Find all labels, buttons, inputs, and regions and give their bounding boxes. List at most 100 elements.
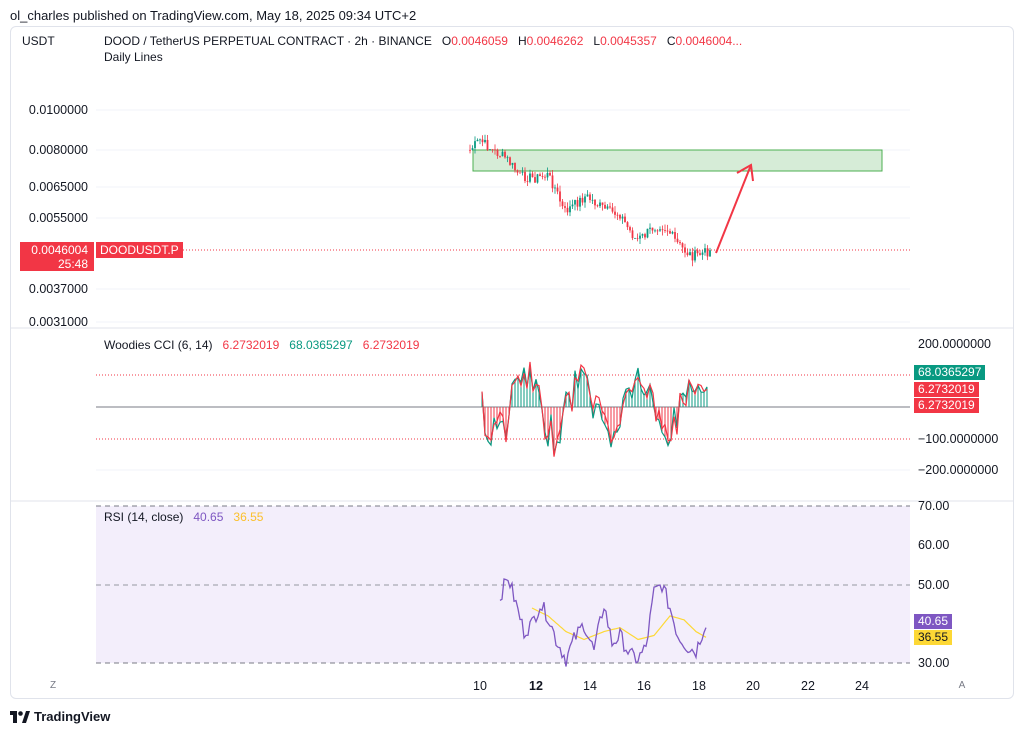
rsi-value-tag: 40.65 (914, 614, 953, 629)
candle-body (646, 228, 649, 238)
cci-axis-label: −100.0000000 (918, 432, 999, 446)
candle-body (591, 199, 594, 201)
time-axis-label: 14 (583, 679, 597, 693)
cci-legend-value-1: 6.2732019 (222, 338, 280, 352)
open-label: O (441, 34, 452, 48)
candle-body (621, 216, 624, 219)
cci-legend-value-2: 68.0365297 (289, 338, 353, 352)
candle-body (516, 170, 519, 173)
candle-body (641, 234, 644, 236)
low-label: L (593, 34, 601, 48)
rsi-ma-value-tag: 36.55 (914, 630, 953, 645)
candle-body (696, 250, 699, 254)
candle-body (659, 229, 661, 231)
time-axis-label: 24 (855, 679, 869, 693)
candlestick-series (469, 134, 711, 267)
high-value: 0.0046262 (526, 34, 584, 48)
candle-body (704, 248, 706, 253)
candle-body (489, 149, 491, 151)
candle-body (574, 200, 576, 205)
candle-body (596, 205, 599, 207)
candle-body (559, 191, 561, 202)
published-info: ol_charles published on TradingView.com,… (10, 8, 417, 23)
candle-body (556, 187, 559, 192)
rsi-legend[interactable]: RSI (14, close) 40.65 36.55 (104, 510, 263, 524)
candle-body (611, 207, 614, 212)
candle-body (681, 243, 684, 248)
candle-body (534, 177, 536, 183)
candle-body (561, 201, 564, 207)
cci-value-tag: 68.0365297 (914, 365, 986, 380)
candle-body (694, 250, 696, 261)
cci-axis-label: −200.0000000 (918, 463, 999, 477)
price-axis-label: 0.0080000 (28, 143, 88, 157)
rsi-legend-value: 40.65 (193, 510, 224, 524)
candle-body (541, 176, 544, 177)
candle-body (604, 204, 606, 209)
candle-body (514, 162, 516, 171)
candle-body (616, 214, 619, 216)
candle-body (569, 206, 571, 213)
candle-body (504, 151, 506, 158)
candle-body (471, 148, 474, 150)
candle-body (639, 235, 641, 239)
candle-body (624, 216, 626, 223)
symbol-legend[interactable]: DOOD / TetherUS PERPETUAL CONTRACT · 2h … (104, 34, 742, 48)
daily-lines-indicator[interactable]: Daily Lines (104, 50, 163, 64)
rsi-legend-name: RSI (14, close) (104, 510, 184, 524)
candle-body (566, 207, 569, 213)
price-axis-label: 0.0031000 (28, 315, 88, 329)
projection-arrow[interactable] (715, 163, 754, 254)
target-zone-rect[interactable] (472, 149, 883, 172)
candle-body (539, 174, 541, 177)
auto-scale-button[interactable]: A (958, 680, 966, 691)
candle-body (631, 230, 634, 239)
candle-body (606, 206, 609, 209)
candle-body (671, 231, 674, 234)
candle-body (546, 172, 549, 178)
time-axis-label: 10 (473, 679, 487, 693)
close-label: C (666, 34, 676, 48)
candle-body (536, 174, 539, 183)
candle-body (576, 200, 579, 207)
candle-body (644, 234, 646, 238)
tradingview-logo: TradingView (10, 709, 110, 724)
candle-body (506, 157, 509, 159)
candle-body (476, 139, 479, 142)
candle-body (676, 238, 679, 243)
candle-body (526, 181, 529, 182)
high-label: H (517, 34, 527, 48)
time-axis-label: 12 (529, 679, 543, 693)
rsi-axis-label: 30.00 (918, 656, 950, 670)
candle-body (651, 227, 654, 231)
current-price-value: 0.0046004 (31, 243, 88, 257)
candle-body (529, 173, 531, 182)
candle-body (691, 252, 694, 261)
candle-body (654, 230, 656, 232)
candle-body (666, 230, 669, 232)
rsi-axis-label: 50.00 (918, 578, 950, 592)
candle-body (609, 206, 611, 208)
cci-legend[interactable]: Woodies CCI (6, 14) 6.2732019 68.0365297… (104, 338, 419, 352)
candle-body (491, 149, 494, 151)
candle-body (494, 149, 496, 151)
candle-body (509, 157, 511, 165)
symbol-title: DOOD / TetherUS PERPETUAL CONTRACT · 2h … (104, 34, 432, 48)
candle-body (581, 197, 584, 203)
candle-body (706, 248, 709, 257)
candle-body (486, 139, 489, 151)
candle-body (499, 155, 501, 157)
symbol-tag[interactable]: DOODUSDT.P (96, 242, 183, 258)
candle-body (599, 202, 601, 207)
current-price-tag[interactable]: 0.0046004 25:48 (20, 242, 94, 271)
candle-body (584, 196, 586, 203)
rsi-line (499, 578, 707, 667)
candle-body (636, 238, 639, 239)
time-axis-label: 16 (637, 679, 651, 693)
histogram-value-tag: 6.2732019 (914, 398, 979, 413)
currency-label[interactable]: USDT (22, 34, 55, 48)
candle-body (661, 229, 664, 231)
candle-body (551, 175, 554, 189)
zoom-button[interactable]: Z (49, 680, 57, 691)
